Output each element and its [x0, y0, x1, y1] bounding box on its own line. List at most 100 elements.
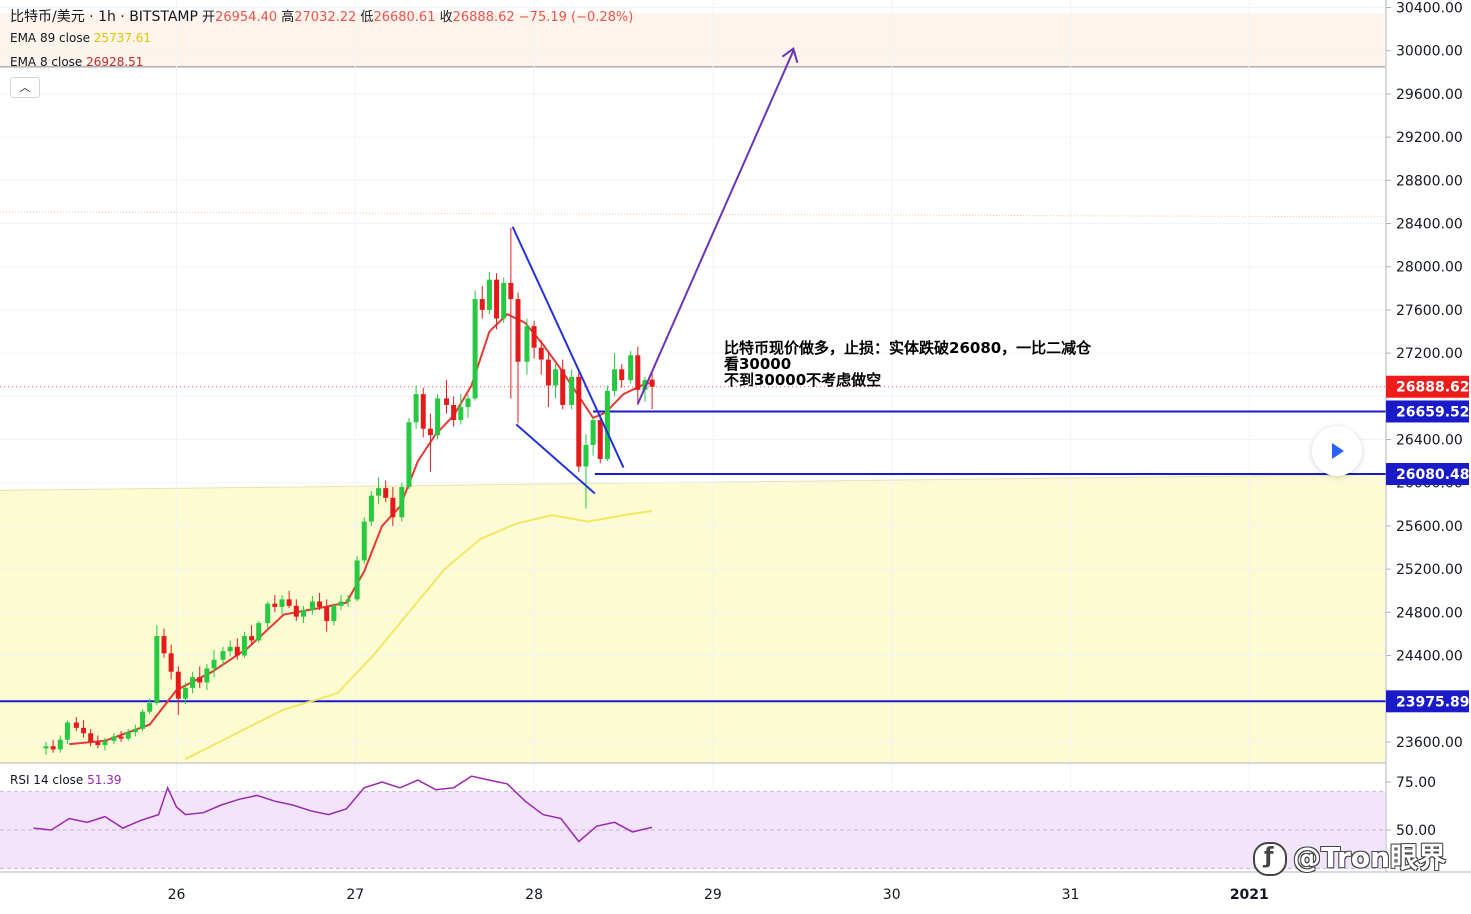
candle [560, 359, 566, 410]
time-tick-label: 30 [883, 887, 901, 903]
ohlc-value: 26680.61 [373, 10, 436, 25]
candle-body [524, 326, 530, 362]
candle-body [154, 636, 160, 704]
price-tick-label: 29600.00 [1396, 87, 1463, 103]
candle-body [300, 610, 306, 617]
candle [241, 631, 247, 658]
price-tick-label: 25600.00 [1396, 519, 1463, 535]
ohlc-label: 收 [435, 10, 453, 25]
candle-body [590, 420, 596, 445]
candle [331, 603, 337, 626]
candle-body [399, 487, 405, 518]
ohlc-values: 开26954.40 高27032.22 低26680.61 收26888.62 [202, 10, 515, 25]
candle-body [317, 601, 323, 607]
rsi-tick-label: 50.00 [1396, 823, 1436, 839]
candle-body [234, 646, 240, 656]
candle-body [619, 369, 625, 381]
rsi-legend[interactable]: RSI 14 close 51.39 [10, 773, 122, 787]
price-label-text: 23975.89 [1396, 694, 1470, 710]
candle [197, 666, 203, 688]
candle [140, 709, 146, 732]
candle-body [458, 407, 464, 421]
candle-body [211, 659, 217, 669]
price-tick-label: 27600.00 [1396, 303, 1463, 319]
candle-body [256, 623, 262, 641]
collapse-legend-button[interactable]: ︿ [10, 77, 40, 98]
price-tick-label: 29200.00 [1396, 130, 1463, 146]
ema8-legend[interactable]: EMA 8 close 26928.51 [10, 55, 143, 69]
candle-body [73, 722, 79, 728]
candle [81, 720, 87, 738]
candle-body [569, 376, 575, 405]
drawings-layer [511, 47, 799, 495]
wedge-lower-line [515, 423, 596, 495]
candle-body [147, 703, 153, 712]
candle-body [420, 394, 426, 429]
time-tick-label: 28 [525, 887, 543, 903]
candles-layer [43, 227, 655, 755]
candle [531, 320, 537, 359]
candle-body [576, 376, 582, 467]
candle-body [479, 299, 485, 310]
candle [515, 292, 521, 424]
candle [619, 363, 625, 388]
candle [190, 671, 196, 694]
time-tick-label: 31 [1062, 887, 1080, 903]
candle-body [604, 390, 610, 459]
time-tick-label: 2021 [1230, 887, 1269, 903]
rsi-series-line [33, 775, 653, 843]
price-tick-label: 30400.00 [1396, 1, 1463, 17]
candle-body [81, 727, 87, 734]
price-change: −75.19 (−0.28%) [518, 10, 634, 25]
candle [324, 599, 330, 632]
candle [420, 387, 426, 438]
wedge-upper-line [511, 226, 625, 468]
candle-body [175, 671, 181, 699]
candle [125, 728, 131, 741]
annotation-line-1: 比特币现价做多，止损：实体跌破26080，一比二减仓 [724, 339, 1092, 357]
target-arrow-line [636, 50, 795, 405]
candle [465, 394, 471, 418]
candle [545, 353, 551, 408]
candle-body [204, 668, 210, 683]
price-tick-label: 28400.00 [1396, 217, 1463, 233]
candle [154, 625, 160, 706]
candle-body [390, 497, 396, 518]
chart-background-layer [0, 12, 1386, 763]
play-button[interactable] [1312, 426, 1362, 476]
candle-body [376, 488, 382, 496]
price-tick-label: 28000.00 [1396, 260, 1463, 276]
candle-body [197, 677, 203, 683]
candle-body [560, 369, 566, 405]
rsi-value: 51.39 [87, 773, 122, 787]
candle [249, 625, 255, 645]
trade-annotation: 比特币现价做多，止损：实体跌破26080，一比二减仓 看30000 不到3000… [724, 340, 1091, 388]
rsi-tick-label: 75.00 [1396, 775, 1436, 791]
candle [524, 318, 530, 375]
candle-body [628, 355, 634, 381]
candle [234, 638, 240, 660]
candle [635, 346, 641, 405]
candle [501, 277, 507, 323]
candle [168, 644, 174, 680]
symbol-title[interactable]: 比特币/美元 · 1h · BITSTAMP [10, 9, 198, 25]
ema89-legend[interactable]: EMA 89 close 25737.61 [10, 31, 151, 45]
candle [204, 664, 210, 691]
candle [95, 735, 101, 749]
candle-body [140, 711, 146, 729]
candle-body [168, 653, 174, 672]
candle [132, 724, 138, 737]
candle-body [111, 736, 117, 741]
candle [272, 595, 278, 613]
ohlc-value: 27032.22 [294, 10, 357, 25]
candle-body [472, 299, 478, 399]
candle [368, 491, 374, 526]
grid-layer [0, 0, 1385, 872]
price-tick-label: 24400.00 [1396, 649, 1463, 665]
price-tick-label: 23600.00 [1396, 735, 1463, 751]
candle-body [43, 746, 49, 749]
candle-body [649, 379, 655, 387]
price-label-text: 26888.62 [1396, 380, 1470, 396]
candle-body [383, 488, 389, 498]
